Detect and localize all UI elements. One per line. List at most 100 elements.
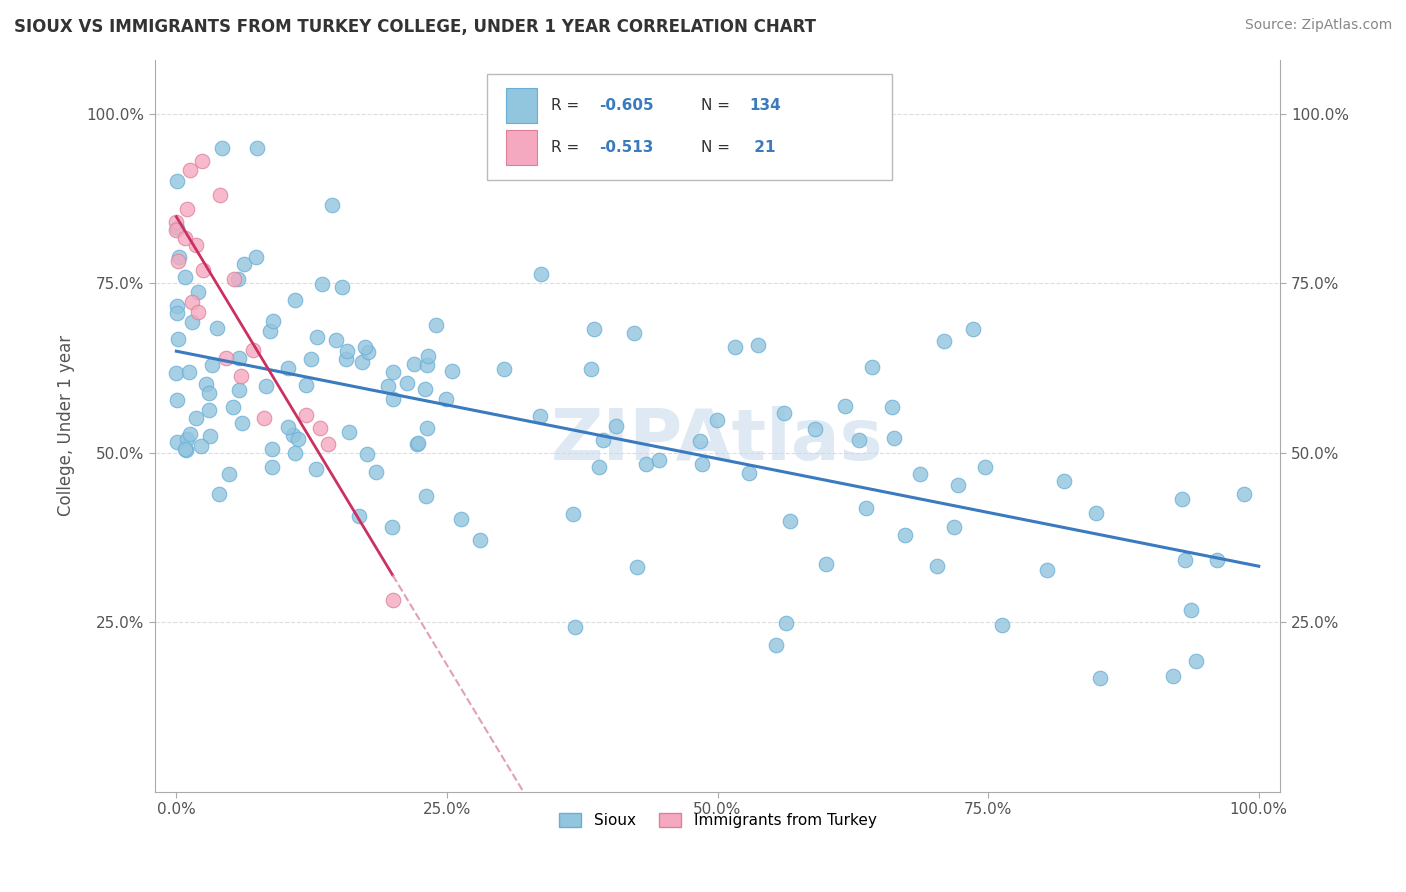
Point <box>228 384 250 398</box>
Point <box>636 457 658 471</box>
Point <box>948 477 970 491</box>
Point <box>304 462 326 476</box>
Point <box>311 277 333 291</box>
Point <box>814 558 837 572</box>
Point <box>406 435 429 450</box>
Point <box>579 361 602 376</box>
Point <box>530 267 553 281</box>
Point <box>1171 492 1194 507</box>
Point <box>425 318 447 333</box>
Point <box>176 202 198 216</box>
Point <box>187 285 209 300</box>
Point <box>316 436 339 450</box>
Point <box>336 343 359 358</box>
Point <box>259 324 281 338</box>
Point <box>166 392 188 407</box>
Point <box>277 420 299 434</box>
Point <box>775 616 797 631</box>
Point <box>174 269 197 284</box>
Point <box>690 457 713 471</box>
Point <box>245 250 267 264</box>
Point <box>415 489 437 503</box>
Point <box>1088 671 1111 685</box>
Point <box>191 263 214 277</box>
Point <box>765 638 787 652</box>
Point <box>174 230 197 244</box>
Point <box>855 501 877 516</box>
Point <box>706 412 728 426</box>
FancyBboxPatch shape <box>506 88 537 123</box>
Point <box>262 442 284 457</box>
Point <box>1161 669 1184 683</box>
Text: 21: 21 <box>749 140 776 155</box>
Point <box>991 618 1014 632</box>
Point <box>165 367 187 381</box>
Point <box>295 408 318 422</box>
Point <box>194 376 217 391</box>
Point <box>860 359 883 374</box>
Point <box>434 392 457 407</box>
Point <box>402 357 425 371</box>
Point <box>779 515 801 529</box>
Point <box>350 355 373 369</box>
Point <box>165 215 187 229</box>
Text: SIOUX VS IMMIGRANTS FROM TURKEY COLLEGE, UNDER 1 YEAR CORRELATION CHART: SIOUX VS IMMIGRANTS FROM TURKEY COLLEGE,… <box>14 18 815 36</box>
Point <box>166 434 188 449</box>
Point <box>165 223 187 237</box>
Point <box>187 305 209 319</box>
Point <box>562 507 585 521</box>
Point <box>848 434 870 448</box>
Point <box>450 512 472 526</box>
Point <box>174 442 197 457</box>
Point <box>395 376 418 390</box>
Point <box>592 433 614 447</box>
Point <box>281 428 304 442</box>
Point <box>179 162 201 177</box>
Point <box>260 460 283 475</box>
Point <box>180 294 202 309</box>
Point <box>1233 487 1256 501</box>
Point <box>583 322 606 336</box>
Point <box>232 256 254 270</box>
Point <box>226 272 249 286</box>
Point <box>208 487 231 501</box>
Point <box>932 334 955 348</box>
Point <box>184 238 207 252</box>
Point <box>190 439 212 453</box>
Point <box>1084 506 1107 520</box>
Point <box>962 322 984 336</box>
Point <box>277 361 299 376</box>
FancyBboxPatch shape <box>506 130 537 165</box>
Point <box>181 315 204 329</box>
Point <box>218 467 240 481</box>
Point <box>413 382 436 396</box>
Point <box>330 280 353 294</box>
Point <box>211 141 233 155</box>
Point <box>605 419 627 434</box>
Point <box>724 340 747 354</box>
FancyBboxPatch shape <box>486 74 891 180</box>
Text: ZIPAtlas: ZIPAtlas <box>551 406 884 475</box>
Point <box>416 349 439 363</box>
Point <box>1053 474 1076 488</box>
Point <box>406 437 429 451</box>
Point <box>382 365 405 379</box>
Point <box>773 406 796 420</box>
Point <box>284 293 307 308</box>
Point <box>626 560 648 574</box>
Point <box>893 528 915 542</box>
Point <box>231 369 253 384</box>
Point <box>287 432 309 446</box>
Point <box>177 365 200 379</box>
Point <box>381 520 404 534</box>
Point <box>167 254 190 268</box>
Point <box>184 411 207 425</box>
Point <box>242 343 264 357</box>
Point <box>208 187 231 202</box>
Point <box>166 306 188 320</box>
Point <box>222 400 245 414</box>
Point <box>254 379 277 393</box>
Point <box>197 386 219 401</box>
Point <box>689 434 711 449</box>
Point <box>364 466 387 480</box>
